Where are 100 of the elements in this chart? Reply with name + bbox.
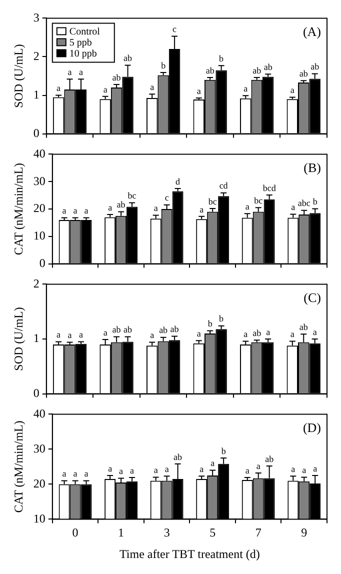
data-label: abc (298, 198, 310, 208)
y-tick-label: 40 (33, 406, 46, 420)
y-tick-label: 20 (33, 476, 46, 490)
data-label: a (68, 330, 72, 340)
data-label: bcd (262, 182, 276, 193)
x-tick-label: 1 (118, 526, 124, 540)
data-label: d (176, 176, 181, 186)
x-tick-label: 9 (301, 526, 308, 540)
legend-label: Control (69, 26, 100, 38)
data-label: a (244, 329, 248, 340)
data-label: ab (299, 68, 308, 78)
y-tick-label: 3 (33, 10, 40, 24)
data-label: a (266, 326, 270, 337)
data-label: a (196, 86, 201, 96)
data-label: a (68, 66, 72, 77)
data-label: ab (252, 328, 262, 338)
annotation: (B) (304, 160, 321, 176)
data-label: b (219, 53, 224, 64)
y-tick-label: 2 (33, 48, 40, 63)
y-tick-label: 10 (33, 511, 46, 526)
data-label: b (312, 196, 318, 207)
data-label: ab (174, 452, 183, 462)
annotation: (D) (302, 420, 321, 436)
y-tick-label: 1 (33, 331, 40, 346)
data-label: a (79, 66, 84, 77)
data-label: a (312, 326, 317, 337)
y-tick-label: 30 (33, 441, 46, 456)
data-label: a (103, 84, 108, 94)
data-label: a (291, 464, 296, 474)
legend-label: 10 ppb (69, 48, 97, 60)
data-label: ab (159, 325, 168, 336)
data-label: a (200, 464, 204, 474)
data-label: c (164, 192, 169, 203)
data-label: a (290, 85, 294, 96)
data-label: a (108, 463, 112, 474)
data-label: ab (116, 200, 126, 210)
data-label: a (245, 202, 250, 212)
y-axis-title: CAT (nM/min/mL) (11, 420, 26, 513)
data-label: ab (310, 62, 320, 72)
y-axis-title: CAT (nM/min/mL) (11, 162, 26, 256)
data-label: a (103, 327, 108, 338)
data-label: ab (265, 454, 274, 464)
data-label: ab (299, 322, 308, 332)
data-label: a (150, 330, 154, 340)
data-label: bc (208, 196, 217, 206)
data-label: a (196, 328, 201, 339)
data-label: ab (264, 62, 273, 72)
data-label: ab (170, 324, 180, 334)
data-label: ab (112, 324, 122, 335)
y-tick-label: 0 (33, 126, 40, 140)
data-label: a (302, 465, 306, 476)
data-label: a (108, 202, 112, 212)
x-tick-label: 7 (255, 526, 262, 540)
y-tick-label: 0 (39, 256, 46, 270)
data-label: a (73, 206, 78, 216)
data-label: a (119, 466, 124, 476)
y-tick-label: 2 (33, 276, 40, 290)
data-label: a (150, 82, 154, 92)
data-label: a (56, 83, 61, 94)
data-label: a (313, 463, 318, 474)
x-axis-title: Time after TBT treatment (d) (119, 546, 260, 561)
y-tick-label: 20 (33, 201, 46, 216)
data-label: b (219, 314, 224, 324)
data-label: a (290, 329, 294, 340)
data-label: ab (252, 65, 262, 76)
y-axis-title: SOD (U/mL) (11, 44, 26, 108)
data-label: a (79, 330, 84, 340)
data-label: a (62, 206, 66, 216)
data-label: a (73, 468, 78, 479)
y-tick-label: 1 (33, 87, 40, 102)
y-tick-label: 10 (33, 228, 46, 243)
y-tick-label: 0 (33, 386, 40, 400)
data-label: b (208, 318, 213, 329)
data-label: bc (128, 190, 136, 201)
x-tick-label: 3 (164, 526, 170, 540)
y-tick-label: 30 (33, 174, 46, 188)
data-label: a (200, 204, 204, 214)
x-tick-label: 0 (72, 526, 78, 540)
data-label: a (154, 203, 158, 214)
data-label: bc (254, 195, 263, 206)
annotation: (C) (304, 290, 321, 306)
data-label: a (244, 84, 248, 94)
data-label: a (84, 468, 88, 479)
data-label: ab (124, 324, 133, 335)
x-tick-label: 5 (210, 526, 216, 540)
data-label: a (84, 206, 88, 216)
y-tick-label: 40 (33, 146, 46, 160)
legend-label: 5 ppb (69, 37, 92, 48)
data-label: a (291, 202, 296, 212)
data-label: a (164, 464, 169, 474)
data-label: a (56, 330, 61, 340)
data-label: a (154, 465, 158, 476)
data-label: ab (206, 65, 215, 76)
data-label: b (221, 446, 226, 456)
data-label: c (172, 24, 177, 34)
annotation: (A) (302, 24, 321, 40)
data-label: a (62, 468, 66, 479)
data-label: ab (112, 72, 122, 82)
data-label: b (161, 60, 166, 70)
data-label: a (245, 465, 250, 476)
